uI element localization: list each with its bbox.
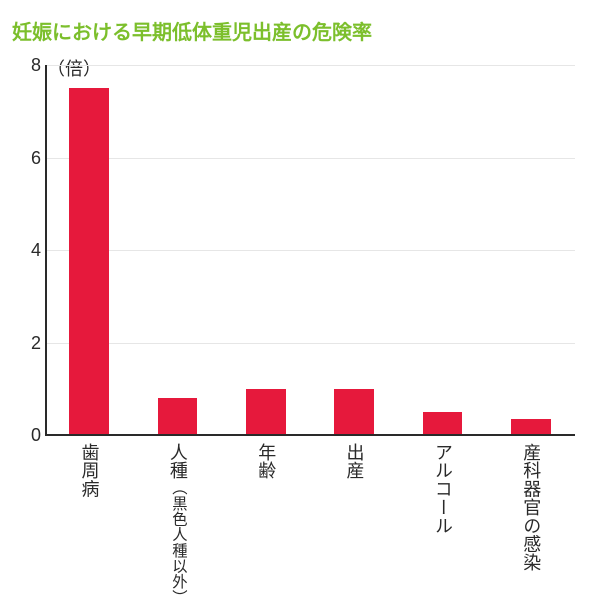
- x-axis-line: [45, 434, 575, 436]
- x-tick-label: 年齢: [256, 443, 275, 480]
- x-tick-label-main: 人種: [168, 443, 188, 480]
- bar: [246, 389, 286, 435]
- y-axis-line: [45, 65, 47, 435]
- y-tick-label: 2: [11, 333, 41, 354]
- y-tick-label: 8: [11, 55, 41, 76]
- x-tick-label: アルコール: [433, 443, 452, 535]
- x-tick-label: 人種（黒色人種以外）: [168, 443, 187, 605]
- x-tick-label: 産科器官の感染: [521, 443, 540, 572]
- chart-title: 妊娠における早期低体重児出産の危険率: [12, 16, 372, 45]
- gridline: [45, 158, 575, 159]
- x-tick-label-main: 年齢: [256, 443, 276, 480]
- gridline: [45, 65, 575, 66]
- y-tick-label: 6: [11, 148, 41, 169]
- bar: [334, 389, 374, 435]
- x-tick-label: 出産: [345, 443, 364, 480]
- y-tick-label: 4: [11, 240, 41, 261]
- x-tick-label: 歯周病: [80, 443, 99, 498]
- y-tick-label: 0: [11, 425, 41, 446]
- plot-area: [45, 65, 575, 435]
- bar: [511, 419, 551, 435]
- gridline: [45, 250, 575, 251]
- x-tick-label-paren: （黒色人種以外）: [170, 480, 187, 605]
- x-tick-label-main: 歯周病: [80, 443, 100, 498]
- gridline: [45, 343, 575, 344]
- bar: [69, 88, 109, 435]
- bar: [158, 398, 198, 435]
- x-tick-label-main: 出産: [345, 443, 365, 480]
- x-tick-label-main: アルコール: [433, 443, 453, 535]
- x-tick-label-main: 産科器官の感染: [521, 443, 541, 572]
- bar: [423, 412, 463, 435]
